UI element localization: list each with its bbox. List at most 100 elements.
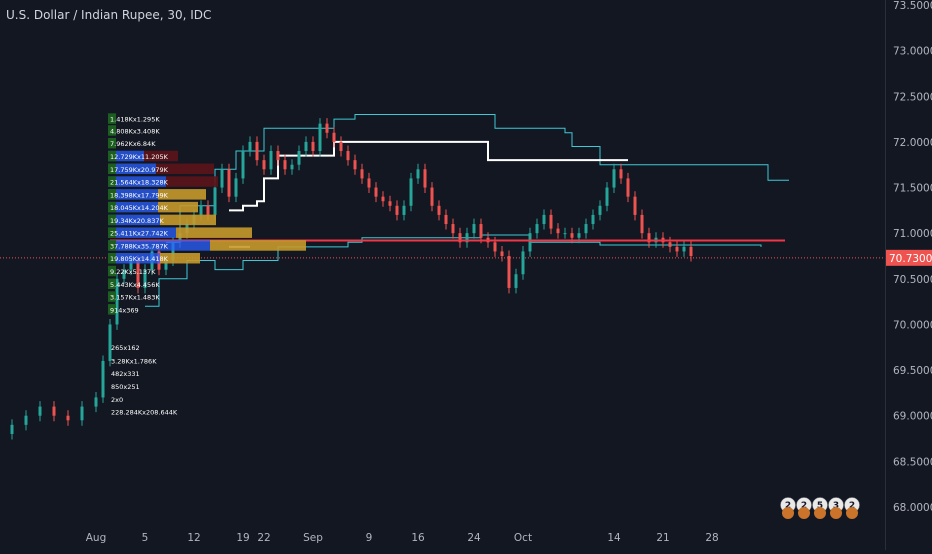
vp-sell-bar [144, 150, 178, 162]
vp-row-label: 1.418Kx1.295K [110, 116, 160, 124]
lower-channel-line [145, 234, 762, 307]
candle-body [542, 214, 546, 225]
event-flag-icon [798, 507, 810, 519]
upper-channel-line [166, 114, 789, 243]
candle-body [402, 205, 406, 215]
vp-buy-bar [108, 201, 158, 213]
candle-body [647, 233, 651, 243]
x-tick-label: 19 [236, 532, 249, 544]
candle-body [122, 269, 126, 279]
y-tick-label: 73.5000 [893, 0, 932, 12]
vp-row-label: 37.788Kx35.787K [110, 242, 169, 250]
candle-body [563, 233, 567, 235]
x-tick-label: 21 [656, 532, 669, 544]
candle-body [640, 214, 644, 234]
candle-body [339, 141, 343, 152]
event-marker-count: 2 [785, 501, 791, 511]
x-tick-label: 9 [366, 532, 373, 544]
candle-body [304, 141, 308, 152]
x-tick-label: 5 [142, 532, 149, 544]
candle-body [423, 169, 427, 188]
candle-body [535, 224, 539, 234]
volume-label: 228.284Kx208.644K [111, 409, 178, 417]
candle-body [612, 169, 616, 188]
last-price-badge [885, 249, 932, 266]
vp-row-label: 25.411Kx27.742K [110, 230, 169, 238]
vp-sell-bar [158, 201, 198, 213]
candle-body [360, 169, 364, 179]
candle-body [682, 246, 686, 252]
vp-row-label: 12.729Kx11.205K [110, 153, 169, 161]
volume-label: 2x0 [111, 396, 123, 404]
y-tick-label: 68.0000 [893, 502, 932, 514]
candle-body [101, 360, 105, 398]
candle-body [556, 228, 560, 234]
candle-body [24, 415, 28, 425]
candle-body [472, 224, 476, 234]
candle-body [619, 169, 623, 179]
candle-body [318, 123, 322, 152]
vp-row-marker [108, 265, 116, 277]
candle-body [675, 246, 679, 252]
vp-row-marker [108, 189, 116, 200]
vp-row-label: 19.34Kx20.837K [110, 217, 164, 225]
vp-row-label: 7.962Kx6.84K [110, 140, 156, 148]
y-tick-label: 70.5000 [893, 274, 932, 286]
vp-row-marker [108, 227, 116, 238]
candle-body [668, 242, 672, 247]
y-tick-label: 71.5000 [893, 183, 932, 195]
candle-body [66, 415, 70, 421]
candle-body [584, 224, 588, 234]
candle-body [234, 178, 238, 197]
volume-label: 850x251 [111, 383, 140, 391]
candle-body [549, 214, 553, 229]
vp-row-label: 3.157Kx1.483K [110, 294, 160, 302]
candle-body [430, 187, 434, 206]
candle-body [248, 141, 252, 152]
vp-buy-bar [108, 163, 156, 175]
candle-body [591, 214, 595, 225]
candle-body [108, 324, 112, 361]
vp-row-marker [108, 240, 116, 251]
candle-body [626, 178, 630, 197]
vp-buy-bar [108, 214, 160, 226]
candle-body [346, 151, 350, 161]
volume-label: 265x162 [111, 344, 140, 352]
y-tick-label: 71.0000 [893, 228, 932, 240]
candle-body [262, 160, 266, 170]
last-price-badge-label: 70.7300 [889, 253, 932, 265]
candle-body [10, 424, 14, 434]
vp-buy-bar [108, 227, 176, 238]
candle-body [129, 260, 133, 270]
candle-body [143, 269, 147, 288]
event-flag-icon [846, 507, 858, 519]
candle-body [206, 205, 210, 215]
candle-body [388, 201, 392, 206]
x-tick-label: 16 [411, 532, 425, 544]
candle-body [297, 151, 301, 165]
candle-body [465, 233, 469, 243]
x-tick-label: 24 [467, 532, 481, 544]
vp-sell-bar [160, 214, 216, 226]
vp-buy-bar [108, 189, 158, 200]
event-flag-icon [830, 507, 842, 519]
candle-body [395, 205, 399, 215]
vp-buy-bar [108, 176, 166, 187]
vp-row-marker [108, 176, 116, 187]
y-tick-label: 72.5000 [893, 91, 932, 103]
candle-body [500, 251, 504, 256]
candle-body [353, 160, 357, 170]
vp-sell-bar [158, 189, 206, 200]
candle-body [276, 151, 280, 161]
volume-label: 482x331 [111, 370, 140, 378]
candle-body [689, 246, 693, 256]
y-tick-label: 68.5000 [893, 456, 932, 468]
candle-body [570, 233, 574, 238]
event-flag-icon [814, 507, 826, 519]
event-marker-count: 3 [833, 501, 839, 511]
candle-body [115, 278, 119, 325]
y-tick-label: 69.5000 [893, 365, 932, 377]
price-axis[interactable] [885, 0, 932, 550]
